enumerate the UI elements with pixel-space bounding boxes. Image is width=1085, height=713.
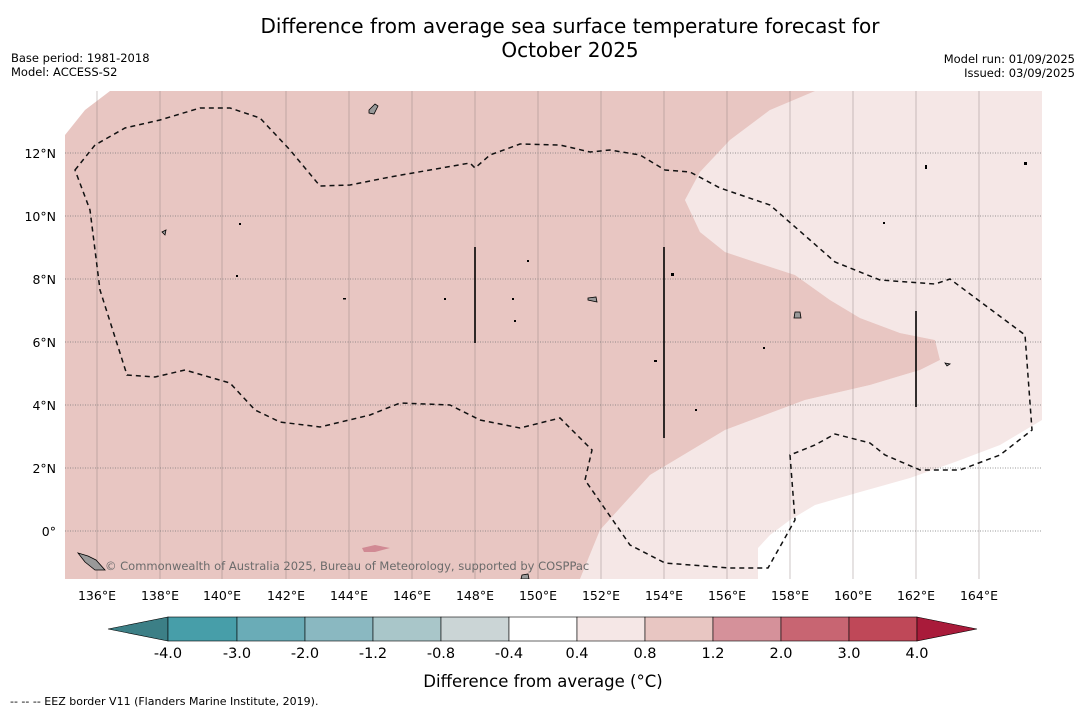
lat-label: 10°N: [24, 209, 56, 224]
colorbar-ticks: -4.0 -3.0 -2.0 -1.2 -0.8 -0.4 0.4 0.8 1.…: [154, 646, 929, 662]
colorbar-segment: [508, 616, 578, 642]
credit-text: © Commonwealth of Australia 2025, Bureau…: [105, 559, 589, 573]
colorbar-tick: -1.2: [359, 646, 387, 662]
lat-label: 4°N: [32, 398, 56, 413]
issued-date: Issued: 03/09/2025: [964, 66, 1075, 80]
colorbar-tick: 3.0: [837, 646, 860, 662]
anomaly-region-0.4-0.8: [580, 91, 1042, 579]
lon-label: 140°E: [203, 588, 241, 603]
colorbar-tick: 0.8: [633, 646, 656, 662]
colorbar-segment: [780, 616, 850, 642]
colorbar-segment: [372, 616, 442, 642]
colorbar-segment: [167, 616, 238, 642]
base-period: Base period: 1981-2018: [11, 51, 150, 65]
lon-label: 158°E: [771, 588, 809, 603]
lon-label: 164°E: [960, 588, 998, 603]
colorbar-tick: -3.0: [223, 646, 251, 662]
colorbar-segment: [304, 616, 374, 642]
lat-label: 8°N: [32, 272, 56, 287]
colorbar-segment: [848, 616, 918, 642]
lat-label: 6°N: [32, 335, 56, 350]
colorbar-segment: [576, 616, 646, 642]
small-dots: [236, 162, 1027, 411]
colorbar: [107, 616, 978, 642]
model-info: Base period: 1981-2018 Model: ACCESS-S2: [11, 51, 150, 79]
colorbar-tick: -0.4: [495, 646, 523, 662]
colorbar-tick: -2.0: [291, 646, 319, 662]
solid-lines: [474, 247, 917, 438]
colorbar-segment: [236, 616, 306, 642]
colorbar-label: Difference from average (°C): [423, 672, 662, 691]
model-name: Model: ACCESS-S2: [11, 65, 118, 79]
colorbar-tick: -4.0: [154, 646, 182, 662]
lon-label: 138°E: [141, 588, 179, 603]
islands: [76, 103, 952, 579]
lon-label: 142°E: [267, 588, 305, 603]
colorbar-extend-high: [916, 616, 978, 642]
lat-label: 12°N: [24, 146, 56, 161]
map-title: Difference from average sea surface temp…: [170, 14, 970, 62]
lat-gridlines: [65, 152, 1042, 532]
lat-label: 0°: [42, 524, 56, 539]
colorbar-tick: 1.2: [701, 646, 724, 662]
lon-label: 156°E: [708, 588, 746, 603]
lon-label: 152°E: [582, 588, 620, 603]
colorbar-segment: [712, 616, 782, 642]
lon-label: 146°E: [393, 588, 431, 603]
lon-labels: 136°E 138°E 140°E 142°E 144°E 146°E 148°…: [78, 588, 998, 603]
colorbar-tick: 0.4: [565, 646, 588, 662]
lon-label: 148°E: [456, 588, 494, 603]
lon-label: 162°E: [897, 588, 935, 603]
lon-label: 144°E: [330, 588, 368, 603]
anomaly-region-0.8-1.2: [65, 91, 940, 579]
colorbar-tick: 2.0: [769, 646, 792, 662]
colorbar-segment: [644, 616, 714, 642]
lon-label: 136°E: [78, 588, 116, 603]
lon-label: 150°E: [519, 588, 557, 603]
lon-label: 154°E: [645, 588, 683, 603]
title-line-2: October 2025: [501, 38, 639, 62]
map-area: © Commonwealth of Australia 2025, Bureau…: [65, 91, 1042, 579]
lat-labels: 12°N 10°N 8°N 6°N 4°N 2°N 0°: [24, 146, 56, 539]
colorbar-segment: [440, 616, 510, 642]
model-run: Model run: 01/09/2025: [943, 52, 1075, 66]
eez-legend: -- -- -- EEZ border V11 (Flanders Marine…: [10, 695, 319, 708]
reef-shape: [362, 545, 390, 552]
lon-label: 160°E: [834, 588, 872, 603]
lat-label: 2°N: [32, 461, 56, 476]
colorbar-tick: 4.0: [905, 646, 928, 662]
title-line-1: Difference from average sea surface temp…: [260, 14, 880, 38]
colorbar-extend-low: [107, 616, 169, 642]
run-info: Model run: 01/09/2025 Issued: 03/09/2025: [944, 52, 1075, 80]
colorbar-tick: -0.8: [427, 646, 455, 662]
